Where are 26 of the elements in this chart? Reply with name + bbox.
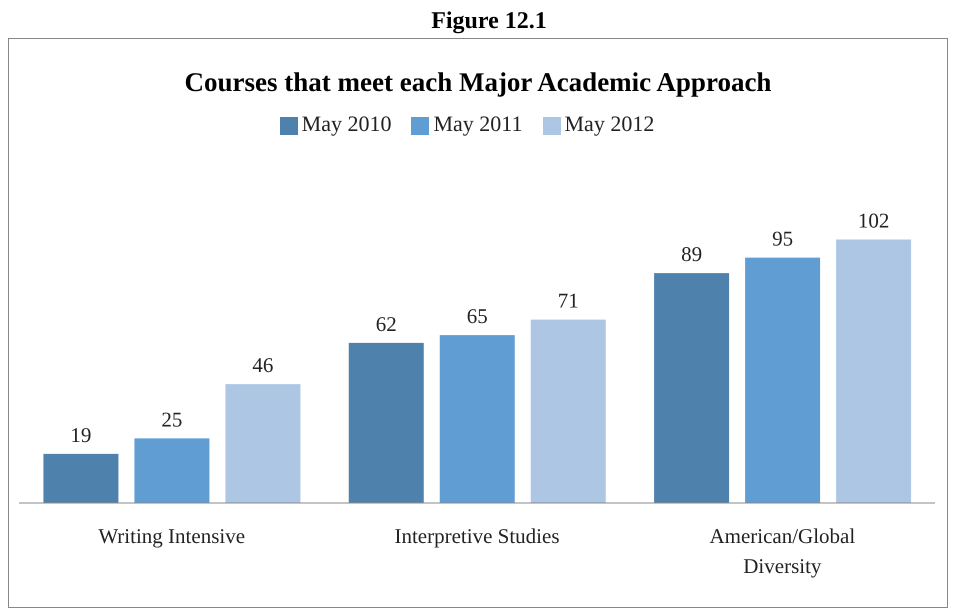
data-label: 102 — [858, 208, 890, 232]
bar — [745, 258, 820, 503]
bar — [348, 342, 424, 503]
bar — [134, 438, 210, 503]
x-tick-label: American/Global Diversity — [709, 524, 856, 578]
x-tick-label: Interpretive Studies — [394, 524, 560, 548]
legend-label: May 2012 — [564, 111, 654, 136]
legend-label: May 2011 — [433, 111, 522, 136]
data-label: 46 — [252, 353, 274, 378]
bar — [836, 240, 912, 503]
data-label: 25 — [161, 407, 182, 432]
data-label: 71 — [558, 288, 579, 313]
data-label: 65 — [466, 304, 488, 328]
bar — [43, 454, 118, 503]
data-label: 89 — [681, 242, 702, 266]
chart-title: Courses that meet each Major Academic Approach — [184, 67, 772, 99]
data-label: 62 — [376, 312, 397, 336]
data-label: 19 — [70, 422, 92, 447]
bar — [654, 273, 730, 503]
legend-label: May 2010 — [302, 111, 392, 136]
data-label: 95 — [772, 226, 794, 251]
x-tick-label: Writing Intensive — [98, 524, 246, 548]
bar — [440, 335, 515, 503]
caption: Figure 12.1 — [430, 8, 548, 36]
bar — [530, 320, 606, 503]
bar — [225, 384, 300, 503]
